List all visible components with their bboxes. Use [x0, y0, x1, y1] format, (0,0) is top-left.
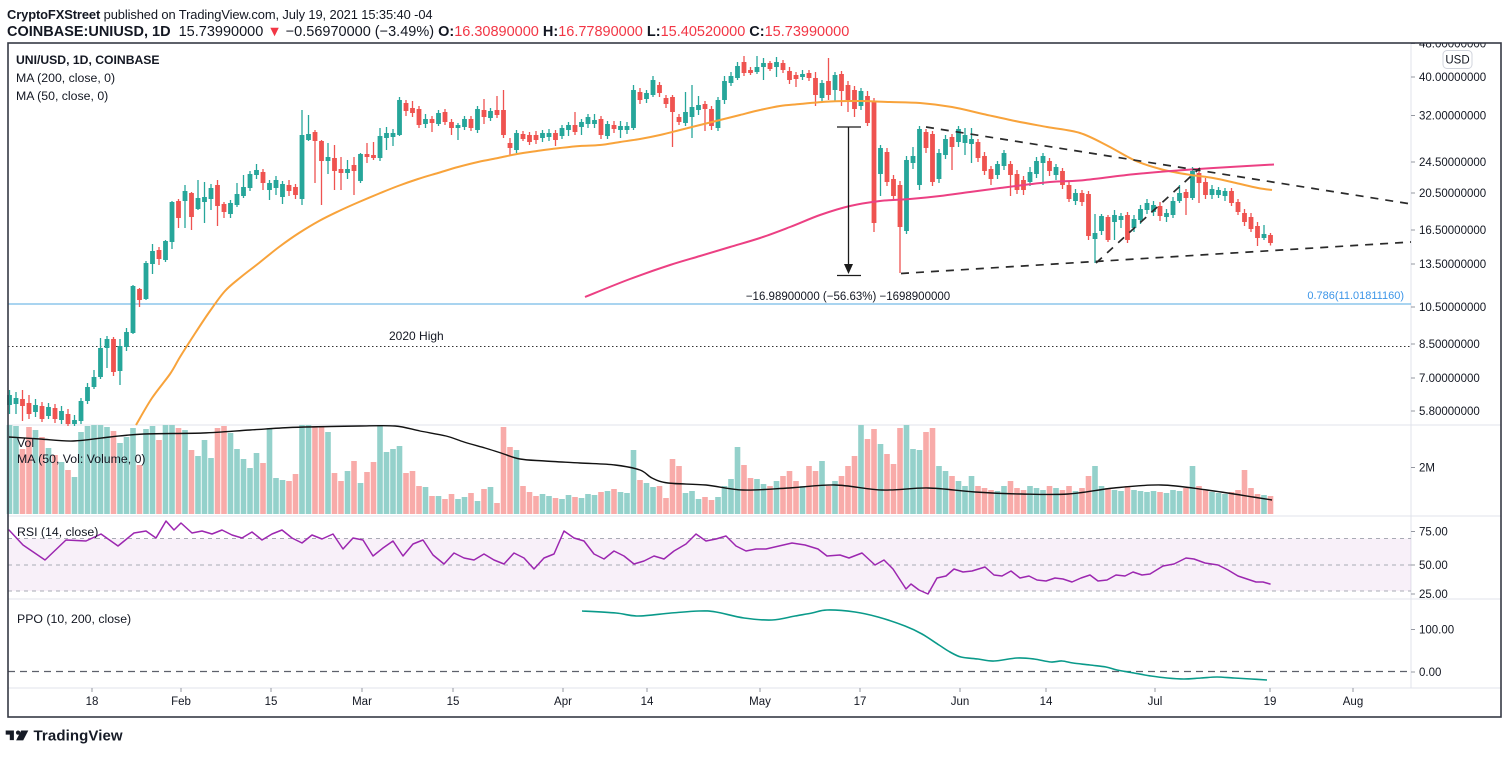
svg-text:19: 19	[1264, 696, 1277, 708]
svg-text:14: 14	[641, 696, 654, 708]
svg-text:May: May	[749, 696, 771, 708]
svg-text:USD: USD	[1445, 55, 1469, 67]
svg-text:100.00: 100.00	[1419, 625, 1454, 637]
svg-text:UNI/USD, 1D, COINBASE: UNI/USD, 1D, COINBASE	[16, 53, 160, 67]
svg-text:−16.98900000 (−56.63%) −169890: −16.98900000 (−56.63%) −1698900000	[746, 291, 950, 303]
svg-text:PPO (10, 200, close): PPO (10, 200, close)	[17, 612, 131, 626]
svg-text:15: 15	[265, 696, 278, 708]
svg-text:13.50000000: 13.50000000	[1419, 259, 1486, 271]
svg-text:18: 18	[86, 696, 99, 708]
svg-text:0.786(11.01811160): 0.786(11.01811160)	[1307, 290, 1404, 302]
svg-text:25.00: 25.00	[1419, 589, 1448, 601]
svg-text:8.50000000: 8.50000000	[1419, 339, 1480, 351]
svg-text:50.00: 50.00	[1419, 560, 1448, 572]
svg-text:15: 15	[447, 696, 460, 708]
svg-text:75.00: 75.00	[1419, 527, 1448, 539]
svg-text:RSI (14, close): RSI (14, close)	[17, 525, 98, 539]
svg-text:Aug: Aug	[1343, 696, 1363, 708]
svg-text:Jul: Jul	[1148, 696, 1163, 708]
svg-text:0.00: 0.00	[1419, 667, 1441, 679]
svg-text:Mar: Mar	[352, 696, 372, 708]
svg-text:20.50000000: 20.50000000	[1419, 188, 1486, 200]
svg-text:24.50000000: 24.50000000	[1419, 157, 1486, 169]
svg-text:MA (50, close, 0): MA (50, close, 0)	[16, 89, 108, 103]
svg-text:16.50000000: 16.50000000	[1419, 225, 1486, 237]
svg-text:MA (200, close, 0): MA (200, close, 0)	[16, 71, 115, 85]
svg-text:14: 14	[1040, 696, 1053, 708]
svg-text:5.80000000: 5.80000000	[1419, 406, 1480, 418]
svg-text:2020 High: 2020 High	[389, 329, 444, 343]
svg-text:17: 17	[854, 696, 867, 708]
svg-text:40.00000000: 40.00000000	[1419, 72, 1486, 84]
svg-text:7.00000000: 7.00000000	[1419, 373, 1480, 385]
svg-text:2M: 2M	[1419, 463, 1435, 475]
svg-text:32.00000000: 32.00000000	[1419, 111, 1486, 123]
svg-text:Feb: Feb	[171, 696, 191, 708]
svg-text:Vol: Vol	[17, 436, 34, 450]
svg-text:Apr: Apr	[554, 696, 572, 708]
svg-text:Jun: Jun	[951, 696, 970, 708]
svg-text:10.50000000: 10.50000000	[1419, 302, 1486, 314]
svg-text:MA (50, Vol: Volume, 0): MA (50, Vol: Volume, 0)	[17, 452, 146, 466]
svg-text:TradingView: TradingView	[34, 728, 123, 745]
